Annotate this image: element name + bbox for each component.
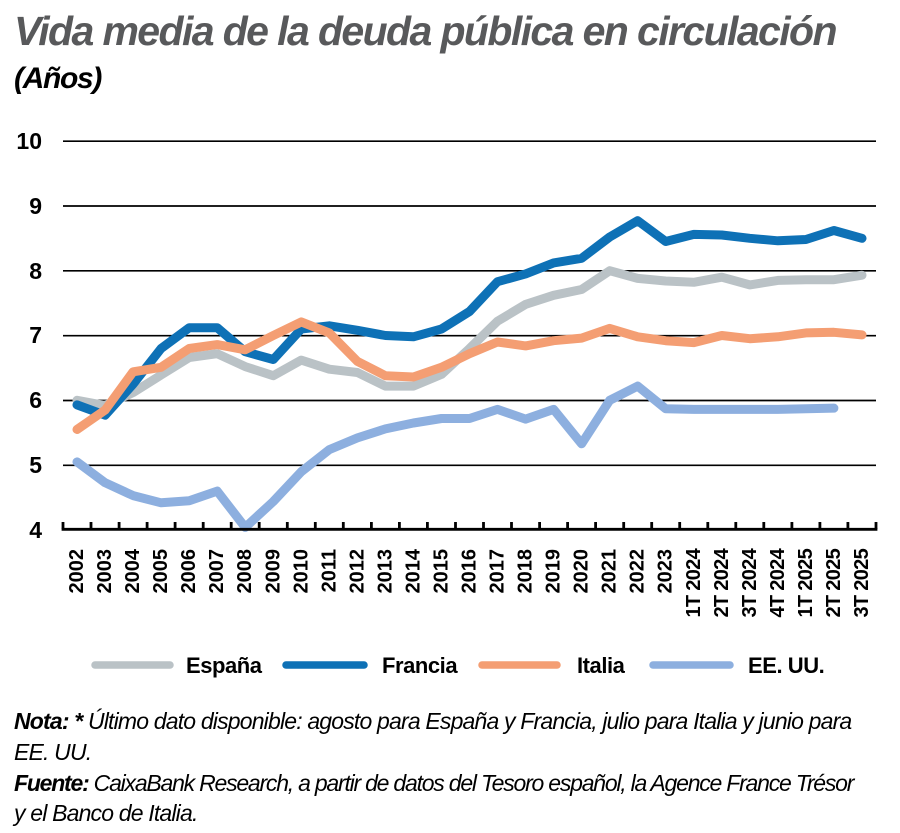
svg-text:2002: 2002 — [66, 549, 88, 594]
svg-text:2016: 2016 — [459, 549, 481, 594]
svg-text:2021: 2021 — [599, 549, 621, 594]
svg-text:2023: 2023 — [655, 549, 677, 594]
svg-text:8: 8 — [29, 258, 42, 284]
svg-text:2008: 2008 — [234, 549, 256, 594]
svg-text:España: España — [186, 653, 263, 678]
svg-text:2007: 2007 — [206, 549, 228, 594]
svg-text:2010: 2010 — [290, 549, 312, 594]
svg-text:2006: 2006 — [178, 549, 200, 594]
svg-text:2003: 2003 — [94, 549, 116, 594]
svg-text:2005: 2005 — [150, 549, 172, 594]
svg-text:2018: 2018 — [515, 549, 537, 594]
svg-text:9: 9 — [29, 193, 42, 219]
svg-text:2017: 2017 — [487, 549, 509, 594]
svg-text:2014: 2014 — [402, 548, 424, 593]
svg-text:2012: 2012 — [346, 549, 368, 594]
svg-text:1T 2025: 1T 2025 — [795, 548, 817, 617]
svg-text:10: 10 — [16, 128, 42, 154]
svg-text:2015: 2015 — [431, 549, 453, 594]
svg-text:2020: 2020 — [571, 549, 593, 594]
svg-text:Francia: Francia — [382, 653, 458, 678]
svg-text:3T 2024: 3T 2024 — [739, 547, 761, 617]
svg-text:5: 5 — [29, 452, 42, 478]
svg-text:4: 4 — [29, 517, 42, 543]
svg-text:6: 6 — [29, 387, 42, 413]
svg-text:2022: 2022 — [627, 549, 649, 594]
svg-text:2004: 2004 — [122, 548, 144, 593]
svg-text:3T 2025: 3T 2025 — [851, 548, 873, 617]
svg-text:1T 2024: 1T 2024 — [683, 547, 705, 617]
svg-text:EE. UU.: EE. UU. — [748, 653, 824, 678]
svg-text:2T 2025: 2T 2025 — [823, 548, 845, 617]
svg-text:2T 2024: 2T 2024 — [711, 547, 733, 617]
svg-text:2011: 2011 — [318, 549, 340, 592]
svg-text:Italia: Italia — [577, 653, 626, 678]
svg-text:7: 7 — [29, 322, 42, 348]
svg-text:2013: 2013 — [374, 549, 396, 594]
svg-text:2009: 2009 — [262, 549, 284, 594]
svg-text:2019: 2019 — [543, 549, 565, 594]
svg-text:4T 2024: 4T 2024 — [767, 547, 789, 617]
